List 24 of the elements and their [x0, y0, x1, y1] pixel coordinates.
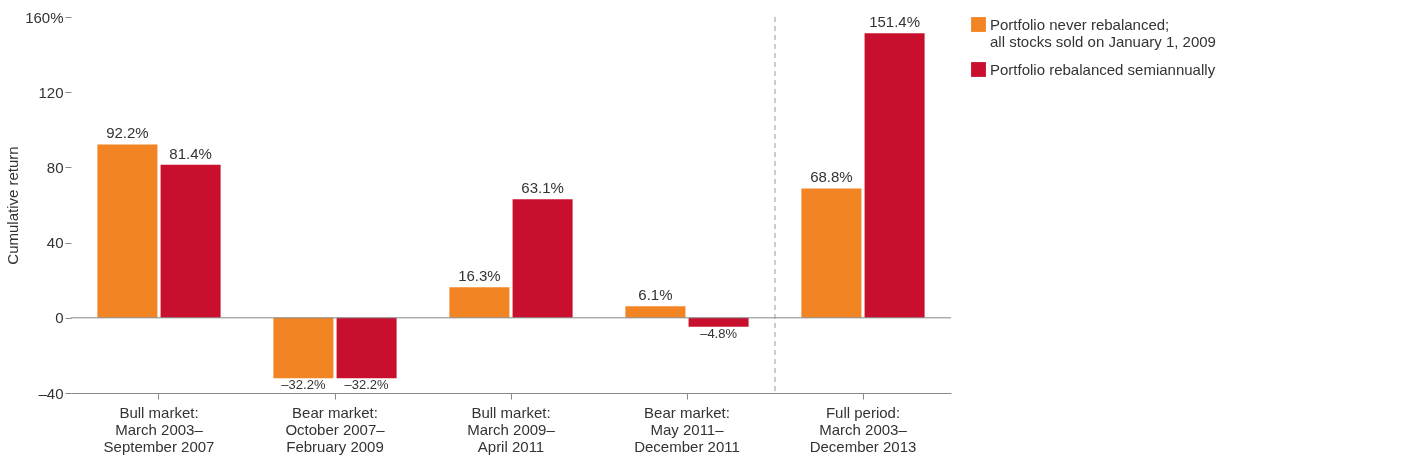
y-axis-title: Cumulative return	[4, 146, 22, 265]
data-label: 151.4%	[869, 13, 921, 31]
y-tick-label: 160%	[25, 8, 64, 26]
data-label: 6.1%	[638, 286, 673, 304]
y-tick-label: 40	[46, 234, 64, 252]
y-tick-label: –40	[38, 384, 64, 402]
data-label: –4.8%	[700, 325, 738, 341]
legend-label: Portfolio never rebalanced; all stocks sold on January 1, 2009	[990, 15, 1216, 50]
data-label: 16.3%	[458, 267, 501, 285]
x-tick-label: Bull market: March 2003– September 2007	[103, 403, 215, 455]
y-tick-label: 120	[38, 83, 64, 101]
data-label: 68.8%	[810, 168, 853, 186]
y-tick-label: 80	[46, 158, 64, 176]
data-label: –32.2%	[281, 377, 326, 393]
legend-label: Portfolio rebalanced semiannually	[990, 60, 1216, 78]
x-tick-label: Bull market: March 2009– April 2011	[467, 403, 556, 455]
x-tick-label: Bear market: October 2007– February 2009	[285, 403, 386, 455]
data-label: –32.2%	[344, 377, 390, 393]
data-label: 81.4%	[169, 144, 212, 162]
x-tick-label: Full period: March 2003– December 2013	[809, 403, 917, 455]
data-label: 63.1%	[521, 179, 564, 197]
data-label: 92.2%	[106, 124, 149, 142]
x-tick-label: Bear market: May 2011– December 2011	[634, 403, 740, 455]
y-tick-label: 0	[55, 309, 64, 327]
